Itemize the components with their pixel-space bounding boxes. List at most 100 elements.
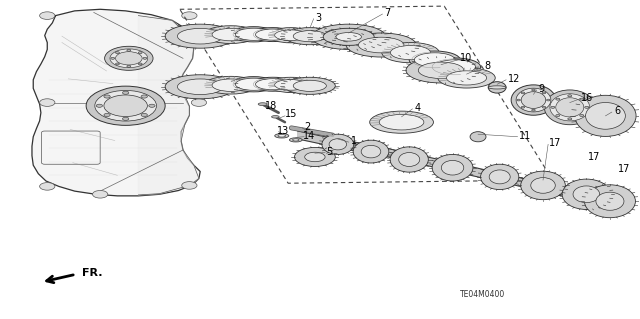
Ellipse shape [511, 85, 556, 115]
Text: 9: 9 [539, 84, 545, 94]
Ellipse shape [312, 24, 386, 49]
Ellipse shape [596, 192, 624, 210]
Circle shape [532, 109, 535, 111]
Ellipse shape [293, 80, 326, 91]
Ellipse shape [488, 82, 506, 93]
Circle shape [532, 89, 535, 91]
Polygon shape [32, 9, 200, 196]
Ellipse shape [390, 147, 428, 172]
Text: 14: 14 [303, 131, 315, 141]
Circle shape [542, 106, 546, 108]
Ellipse shape [251, 77, 294, 91]
Ellipse shape [231, 27, 276, 42]
Circle shape [127, 49, 131, 51]
Ellipse shape [323, 28, 374, 45]
Ellipse shape [278, 135, 285, 137]
Ellipse shape [336, 33, 362, 41]
Ellipse shape [177, 28, 223, 44]
Circle shape [93, 190, 108, 198]
Ellipse shape [284, 28, 335, 45]
Ellipse shape [489, 170, 510, 184]
Circle shape [517, 99, 520, 101]
Ellipse shape [329, 139, 347, 150]
Ellipse shape [399, 152, 420, 167]
Ellipse shape [289, 138, 302, 142]
Ellipse shape [305, 152, 325, 162]
Ellipse shape [110, 49, 148, 68]
Circle shape [115, 63, 120, 65]
Ellipse shape [268, 28, 314, 43]
Ellipse shape [292, 139, 299, 141]
Ellipse shape [470, 132, 486, 142]
Ellipse shape [406, 58, 476, 83]
Ellipse shape [575, 95, 636, 137]
Text: 17: 17 [618, 164, 630, 174]
Circle shape [542, 92, 546, 94]
Text: 15: 15 [285, 109, 298, 119]
Ellipse shape [382, 42, 439, 63]
Circle shape [122, 117, 129, 120]
Ellipse shape [251, 28, 294, 41]
Ellipse shape [521, 92, 546, 108]
Ellipse shape [165, 75, 236, 99]
Text: 4: 4 [414, 103, 420, 113]
Circle shape [104, 95, 110, 98]
Ellipse shape [284, 77, 335, 94]
Ellipse shape [275, 134, 289, 138]
Ellipse shape [212, 79, 250, 91]
Ellipse shape [370, 111, 433, 133]
Ellipse shape [361, 145, 381, 158]
Ellipse shape [516, 88, 551, 112]
Ellipse shape [419, 62, 464, 78]
Circle shape [556, 115, 560, 116]
Ellipse shape [294, 147, 335, 167]
Circle shape [122, 91, 129, 94]
Ellipse shape [204, 76, 257, 94]
Circle shape [182, 12, 197, 19]
Ellipse shape [531, 178, 556, 193]
Ellipse shape [521, 171, 565, 200]
Ellipse shape [346, 33, 416, 57]
Circle shape [568, 118, 572, 120]
Ellipse shape [324, 29, 372, 45]
Ellipse shape [212, 28, 250, 41]
Circle shape [96, 104, 102, 107]
Ellipse shape [322, 134, 354, 154]
Circle shape [127, 65, 131, 67]
Ellipse shape [488, 86, 506, 89]
Ellipse shape [275, 30, 307, 41]
Text: 2: 2 [304, 122, 310, 132]
Circle shape [141, 95, 147, 98]
Circle shape [138, 63, 142, 65]
Circle shape [182, 182, 197, 189]
Ellipse shape [390, 46, 431, 60]
Text: 17: 17 [588, 152, 600, 162]
Circle shape [556, 98, 560, 100]
Circle shape [580, 115, 584, 116]
Text: TE04M0400: TE04M0400 [460, 290, 506, 299]
Ellipse shape [353, 140, 389, 163]
Circle shape [568, 95, 572, 97]
Text: 3: 3 [315, 13, 321, 23]
Ellipse shape [550, 94, 589, 121]
Ellipse shape [380, 115, 424, 130]
Ellipse shape [562, 179, 611, 210]
Circle shape [521, 106, 525, 108]
Circle shape [115, 52, 120, 54]
Ellipse shape [104, 95, 147, 116]
Ellipse shape [429, 58, 481, 76]
Ellipse shape [165, 24, 236, 48]
Ellipse shape [544, 90, 595, 125]
Text: 11: 11 [520, 131, 532, 141]
Ellipse shape [236, 78, 272, 90]
Circle shape [143, 57, 147, 59]
Circle shape [111, 57, 115, 59]
Ellipse shape [255, 79, 290, 90]
Text: 16: 16 [581, 93, 593, 103]
Circle shape [104, 113, 110, 116]
Ellipse shape [236, 28, 272, 40]
Ellipse shape [442, 160, 464, 175]
Ellipse shape [115, 52, 142, 65]
Text: 8: 8 [484, 61, 490, 71]
Text: 17: 17 [549, 138, 562, 148]
